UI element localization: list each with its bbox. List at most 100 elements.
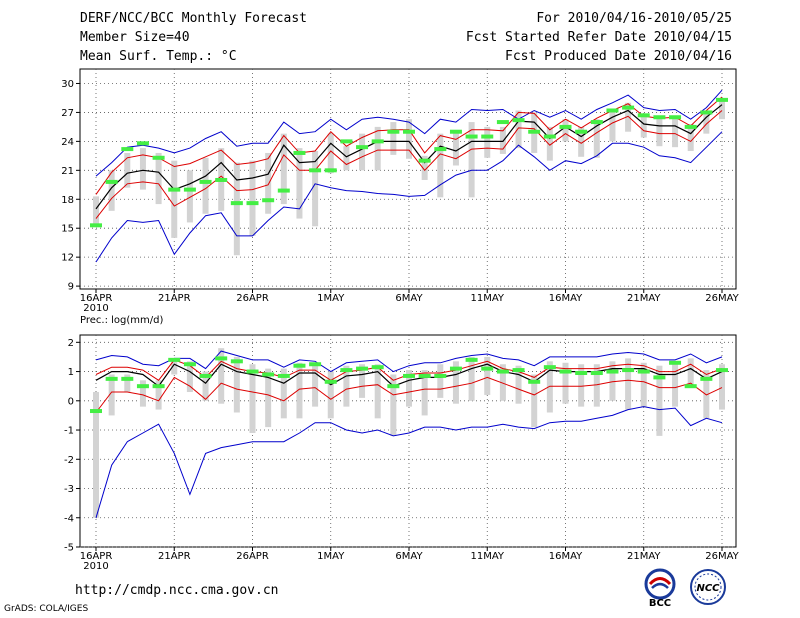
- chart-title: DERF/NCC/BCC Monthly Forecast: [80, 11, 307, 26]
- observation-marker: [371, 365, 384, 370]
- observation-marker: [575, 371, 588, 376]
- x-tick-label: 21APR: [158, 293, 191, 304]
- x-tick-label: 26MAY: [705, 551, 739, 562]
- chart-panel-1: 9 12 15 18 21 24 27 30 16APR 21APR 26APR 1MAY 6MAY 11…: [61, 68, 740, 314]
- ensemble-box: [515, 110, 522, 149]
- observation-marker: [199, 373, 212, 378]
- ensemble-box: [515, 365, 522, 404]
- x-tick-label: 1MAY: [317, 551, 345, 562]
- ensemble-box: [312, 151, 319, 227]
- ensemble-box: [562, 362, 569, 404]
- x-tick-label: 26MAY: [705, 293, 739, 304]
- observation-marker: [105, 376, 118, 381]
- observation-marker: [684, 384, 697, 389]
- ensemble-box: [672, 117, 679, 148]
- observation-marker: [622, 105, 635, 110]
- ensemble-box: [672, 364, 679, 407]
- ensemble-box: [546, 361, 553, 413]
- ensemble-max-line: [95, 89, 723, 177]
- observation-marker: [199, 179, 212, 184]
- observation-marker: [90, 409, 102, 414]
- ensemble-box: [171, 160, 178, 238]
- observation-marker: [700, 376, 713, 381]
- fcst-started-date: Fcst Started Refer Date 2010/04/15: [465, 30, 732, 45]
- ensemble-box: [343, 365, 350, 407]
- observation-marker: [121, 147, 134, 152]
- x-tick-label: 26APR: [236, 551, 269, 562]
- observation-marker: [543, 134, 556, 139]
- observation-marker: [606, 108, 619, 113]
- ensemble-box: [452, 131, 459, 166]
- y-tick-label: -5: [64, 543, 74, 554]
- observation-marker: [559, 124, 572, 129]
- ensemble-box: [108, 170, 115, 211]
- x-tick-label: 6MAY: [395, 293, 423, 304]
- observation-marker: [590, 120, 603, 125]
- ensemble-box: [468, 356, 475, 401]
- ensemble-box: [359, 133, 366, 171]
- x-tick-label: 16MAY: [549, 293, 583, 304]
- ensemble-box: [265, 152, 272, 214]
- ensemble-box: [327, 133, 334, 174]
- ensemble-box: [593, 364, 600, 407]
- ensemble-box: [406, 370, 412, 407]
- ensemble-box: [296, 362, 303, 419]
- x-tick-label: 21MAY: [627, 293, 661, 304]
- observation-marker: [653, 375, 666, 380]
- observation-marker: [512, 118, 525, 123]
- y-tick-label: 18: [61, 195, 74, 206]
- observation-marker: [183, 362, 196, 367]
- observation-marker: [152, 155, 165, 160]
- ensemble-box: [656, 117, 663, 147]
- ensemble-box: [687, 124, 694, 152]
- ensemble-mean-line: [95, 104, 723, 210]
- ensemble-box: [93, 196, 99, 226]
- observation-marker: [575, 129, 588, 134]
- y-tick-label: 24: [61, 137, 74, 148]
- y-tick-label: 9: [68, 282, 74, 293]
- ensemble-box: [139, 148, 146, 190]
- x-tick-label: 11MAY: [470, 293, 504, 304]
- observation-marker: [230, 359, 243, 364]
- ensemble-box: [484, 356, 491, 395]
- observation-marker: [465, 134, 478, 139]
- ensemble-box: [327, 371, 334, 419]
- ensemble-box: [202, 371, 209, 401]
- bcc-logo: BCC: [644, 568, 676, 607]
- observation-marker: [496, 369, 509, 374]
- observation-marker: [465, 357, 478, 362]
- observation-marker: [637, 369, 650, 374]
- observation-marker: [309, 362, 322, 367]
- ensemble-box: [374, 126, 381, 171]
- observation-marker: [230, 201, 243, 206]
- ensemble-box: [124, 374, 131, 393]
- ensemble-max-line: [95, 350, 723, 373]
- ensemble-box: [265, 368, 272, 428]
- ensemble-box: [421, 155, 428, 180]
- ensemble-box: [640, 362, 647, 407]
- x-year-label: 2010: [83, 303, 108, 314]
- spread-lower-line: [95, 376, 723, 413]
- ensemble-box: [656, 365, 663, 436]
- source-url[interactable]: http://cmdp.ncc.cma.gov.cn: [75, 583, 279, 598]
- observation-marker: [340, 139, 353, 144]
- ensemble-box: [155, 380, 162, 410]
- observation-marker: [559, 369, 572, 374]
- ensemble-box: [390, 374, 397, 436]
- y-tick-label: 2: [68, 338, 74, 349]
- observation-marker: [215, 177, 228, 182]
- x-tick-label: 6MAY: [395, 551, 423, 562]
- ensemble-box: [719, 99, 725, 120]
- observation-marker: [183, 187, 196, 192]
- ensemble-box: [531, 374, 538, 428]
- y-tick-label: -1: [64, 426, 74, 437]
- observation-marker: [387, 129, 400, 134]
- ncc-logo: NCC: [690, 569, 726, 605]
- observation-marker: [669, 115, 682, 120]
- y-tick-label: -3: [64, 484, 74, 495]
- ensemble-box: [421, 370, 428, 416]
- y-tick-label: 30: [61, 79, 74, 90]
- ensemble-box: [687, 358, 694, 387]
- observation-marker: [449, 366, 462, 371]
- ensemble-box: [703, 370, 710, 419]
